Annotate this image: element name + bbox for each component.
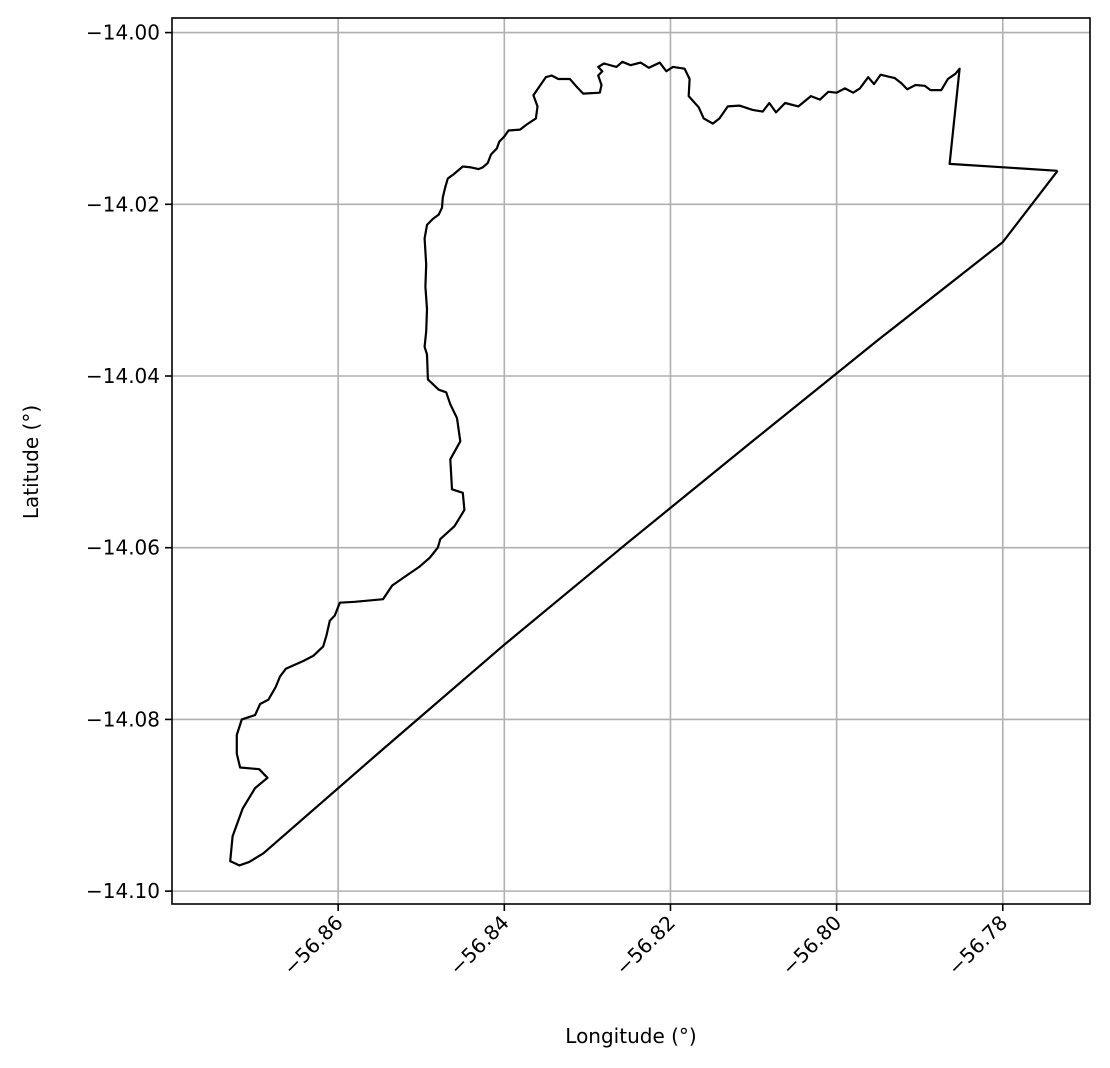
x-axis-title: Longitude (°) — [565, 1024, 696, 1048]
axis-ticks: −56.86 −56.84 −56.82 −56.80 −56.78 −14.00 −14.… — [86, 21, 1012, 980]
x-tick-label: −56.86 — [278, 911, 347, 980]
x-tick-label: −56.82 — [611, 911, 680, 980]
boundary-line — [229, 60, 1059, 867]
y-tick-label: −14.00 — [86, 21, 160, 45]
axes-frame — [171, 17, 1091, 905]
x-tick-label: −56.80 — [777, 911, 846, 980]
y-tick-label: −14.04 — [86, 364, 160, 388]
y-tick-label: −14.08 — [86, 707, 160, 731]
grid — [172, 18, 1090, 904]
y-axis-title: Latitude (°) — [19, 405, 43, 519]
x-tick-label: −56.78 — [943, 911, 1012, 980]
y-tick-label: −14.10 — [86, 879, 160, 903]
y-tick-label: −14.06 — [86, 536, 160, 560]
x-tick-label: −56.84 — [445, 911, 514, 980]
plot-area — [229, 60, 1059, 867]
y-tick-label: −14.02 — [86, 192, 160, 216]
